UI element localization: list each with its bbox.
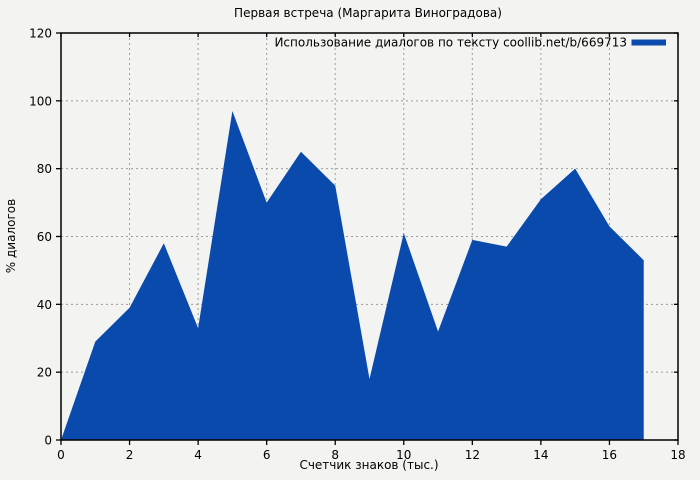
axis-ticks xyxy=(56,32,679,445)
y-tick-label: 120 xyxy=(29,27,52,41)
x-tick-label: 6 xyxy=(263,448,271,462)
x-tick-labels: 0 2 4 6 8 10 12 14 16 18 xyxy=(57,448,685,462)
x-tick-label: 18 xyxy=(670,448,685,462)
x-tick-label: 8 xyxy=(331,448,339,462)
chart-title: Первая встреча (Маргарита Виноградова) xyxy=(234,6,502,20)
area-series xyxy=(61,111,644,440)
legend-swatch xyxy=(631,39,666,46)
y-tick-labels: 0 20 40 60 80 100 120 xyxy=(29,27,52,448)
y-tick-label: 20 xyxy=(37,366,52,380)
y-tick-label: 100 xyxy=(29,94,52,108)
y-tick-label: 0 xyxy=(44,434,52,448)
legend: Использование диалогов по тексту coollib… xyxy=(274,36,666,50)
x-axis-label: Счетчик знаков (тыс.) xyxy=(299,458,438,472)
y-tick-label: 40 xyxy=(37,298,52,312)
x-tick-label: 10 xyxy=(396,448,411,462)
x-tick-label: 12 xyxy=(465,448,480,462)
x-tick-label: 14 xyxy=(533,448,548,462)
x-tick-label: 0 xyxy=(57,448,65,462)
x-tick-label: 16 xyxy=(602,448,617,462)
legend-label: Использование диалогов по тексту coollib… xyxy=(274,36,627,50)
y-axis-label: % диалогов xyxy=(4,199,18,273)
area-fill xyxy=(61,111,644,440)
x-tick-label: 2 xyxy=(126,448,134,462)
y-tick-label: 60 xyxy=(37,230,52,244)
x-tick-label: 4 xyxy=(194,448,202,462)
y-tick-label: 80 xyxy=(37,162,52,176)
